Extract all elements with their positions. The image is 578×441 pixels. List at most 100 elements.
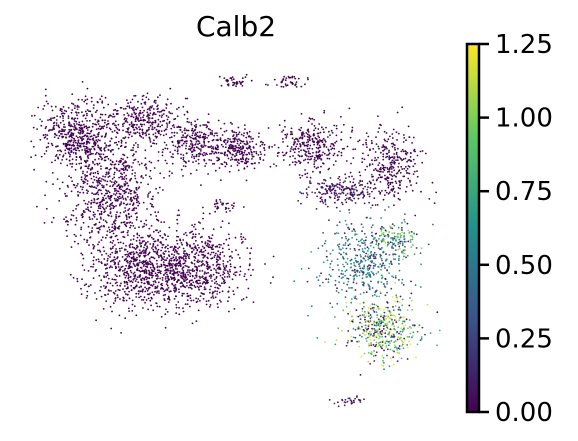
cell-point (95, 259, 98, 261)
cell-point (392, 185, 395, 188)
cell-point (154, 121, 157, 124)
cell-point (222, 273, 224, 276)
cell-point (169, 246, 172, 249)
cell-point (134, 212, 137, 215)
cell-point (216, 283, 219, 285)
cell-point (196, 135, 198, 138)
cell-point (206, 256, 209, 259)
cell-point (438, 329, 441, 332)
cell-point (80, 293, 83, 296)
cell-point (218, 256, 221, 258)
cell-point (58, 126, 61, 129)
cell-point (371, 163, 374, 166)
cell-point (353, 277, 356, 280)
cell-point (132, 287, 135, 289)
cell-point (409, 181, 411, 183)
cell-point (406, 160, 408, 163)
cell-point (189, 143, 192, 145)
cell-point (324, 201, 327, 203)
cell-point (85, 175, 88, 177)
cell-point (115, 214, 117, 216)
cell-point (278, 124, 281, 126)
cell-point (350, 298, 353, 300)
cell-point (395, 159, 397, 162)
cell-point (365, 324, 368, 327)
cell-point (113, 256, 116, 259)
cell-point (310, 158, 313, 160)
cell-point (352, 148, 355, 151)
cell-point (196, 268, 198, 270)
cell-point (199, 295, 202, 297)
cell-point (385, 346, 388, 348)
cell-point (371, 231, 373, 234)
cell-point (370, 226, 373, 229)
cell-point (131, 299, 134, 302)
cell-point (149, 234, 152, 237)
cell-point (208, 159, 211, 161)
cell-point (376, 204, 379, 206)
cell-point (259, 151, 262, 153)
cell-point (156, 290, 159, 293)
cell-point (316, 143, 319, 146)
cell-point (156, 130, 159, 133)
cell-point (227, 137, 230, 140)
cell-point (220, 143, 223, 146)
cell-point (198, 246, 200, 249)
cell-point (294, 141, 297, 143)
cell-point (126, 105, 129, 108)
cell-point (217, 119, 220, 122)
cluster-10 (328, 106, 437, 225)
cell-point (235, 271, 238, 273)
cell-point (304, 153, 307, 156)
cell-point (95, 223, 97, 225)
cell-point (216, 202, 219, 205)
cell-point (395, 294, 398, 297)
cell-point (329, 275, 332, 278)
cell-point (115, 248, 117, 250)
cell-point (293, 151, 296, 154)
cell-point (65, 110, 68, 113)
cell-point (60, 130, 63, 133)
cell-point (108, 175, 111, 178)
cell-point (82, 172, 84, 175)
cell-point (149, 112, 152, 115)
cell-point (126, 293, 129, 296)
cell-point (192, 281, 195, 284)
cell-point (113, 167, 116, 170)
cell-point (367, 310, 370, 313)
cell-point (282, 159, 285, 161)
cell-point (97, 120, 100, 123)
cell-point (354, 328, 357, 331)
cell-point (42, 108, 45, 110)
cell-point (344, 187, 347, 190)
cell-point (127, 261, 129, 264)
cell-point (185, 279, 187, 281)
cell-point (90, 206, 92, 209)
cell-point (85, 140, 88, 143)
cell-point (101, 135, 103, 138)
cell-point (126, 99, 128, 101)
cell-point (379, 181, 382, 183)
cell-point (243, 132, 246, 135)
cell-point (247, 158, 250, 161)
cell-point (349, 136, 352, 139)
cell-point (138, 252, 141, 254)
cell-point (159, 120, 162, 123)
cell-point (120, 282, 122, 285)
cell-point (141, 262, 144, 265)
cell-point (354, 336, 357, 339)
cell-point (120, 201, 123, 204)
cell-point (81, 188, 84, 191)
cell-point (420, 336, 423, 338)
cell-point (313, 143, 315, 146)
cell-point (336, 196, 339, 199)
cell-point (88, 185, 91, 188)
cell-point (379, 335, 381, 338)
cell-point (167, 250, 170, 253)
cell-point (155, 187, 158, 190)
cell-point (81, 212, 84, 215)
cell-point (348, 209, 350, 211)
cell-point (283, 154, 286, 156)
cell-point (189, 305, 191, 308)
cell-point (122, 125, 124, 127)
